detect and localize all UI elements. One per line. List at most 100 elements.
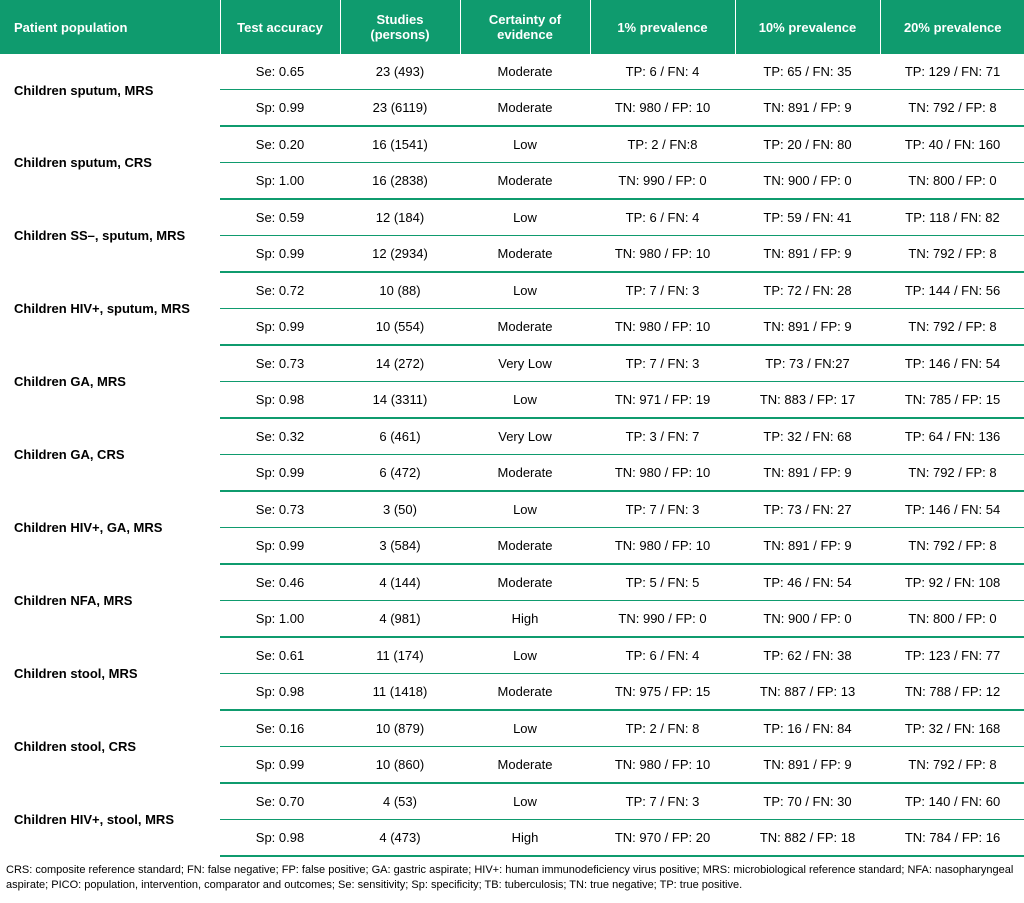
prev1-cell: TN: 975 / FP: 15 bbox=[590, 674, 735, 711]
prev1-cell: TN: 980 / FP: 10 bbox=[590, 90, 735, 127]
col-prev1: 1% prevalence bbox=[590, 0, 735, 54]
col-accuracy: Test accuracy bbox=[220, 0, 340, 54]
accuracy-cell: Se: 0.72 bbox=[220, 272, 340, 309]
studies-cell: 3 (50) bbox=[340, 491, 460, 528]
prev20-cell: TP: 146 / FN: 54 bbox=[880, 345, 1024, 382]
certainty-cell: Moderate bbox=[460, 236, 590, 273]
accuracy-cell: Sp: 0.99 bbox=[220, 309, 340, 346]
studies-cell: 4 (53) bbox=[340, 783, 460, 820]
studies-cell: 3 (584) bbox=[340, 528, 460, 565]
prev20-cell: TP: 146 / FN: 54 bbox=[880, 491, 1024, 528]
prev1-cell: TP: 6 / FN: 4 bbox=[590, 637, 735, 674]
prev10-cell: TP: 70 / FN: 30 bbox=[735, 783, 880, 820]
certainty-cell: Low bbox=[460, 199, 590, 236]
prev10-cell: TP: 16 / FN: 84 bbox=[735, 710, 880, 747]
prev1-cell: TN: 990 / FP: 0 bbox=[590, 601, 735, 638]
table-row: Children HIV+, sputum, MRSSe: 0.7210 (88… bbox=[0, 272, 1024, 309]
studies-cell: 4 (473) bbox=[340, 820, 460, 857]
certainty-cell: Moderate bbox=[460, 564, 590, 601]
prev1-cell: TP: 6 / FN: 4 bbox=[590, 54, 735, 90]
studies-cell: 14 (272) bbox=[340, 345, 460, 382]
prev1-cell: TP: 2 / FN:8 bbox=[590, 126, 735, 163]
prev1-cell: TP: 7 / FN: 3 bbox=[590, 272, 735, 309]
certainty-cell: High bbox=[460, 601, 590, 638]
accuracy-cell: Sp: 0.98 bbox=[220, 674, 340, 711]
prev1-cell: TN: 990 / FP: 0 bbox=[590, 163, 735, 200]
col-studies: Studies (persons) bbox=[340, 0, 460, 54]
table-row: Children NFA, MRSSe: 0.464 (144)Moderate… bbox=[0, 564, 1024, 601]
prev1-cell: TN: 980 / FP: 10 bbox=[590, 236, 735, 273]
header-row: Patient population Test accuracy Studies… bbox=[0, 0, 1024, 54]
studies-cell: 10 (879) bbox=[340, 710, 460, 747]
col-prev20: 20% prevalence bbox=[880, 0, 1024, 54]
prev1-cell: TN: 980 / FP: 10 bbox=[590, 455, 735, 492]
table-row: Children stool, MRSSe: 0.6111 (174)LowTP… bbox=[0, 637, 1024, 674]
prev1-cell: TN: 980 / FP: 10 bbox=[590, 528, 735, 565]
accuracy-cell: Sp: 0.98 bbox=[220, 820, 340, 857]
prev20-cell: TP: 144 / FN: 56 bbox=[880, 272, 1024, 309]
certainty-cell: High bbox=[460, 820, 590, 857]
certainty-cell: Low bbox=[460, 491, 590, 528]
accuracy-cell: Sp: 0.99 bbox=[220, 747, 340, 784]
population-cell: Children SS–, sputum, MRS bbox=[0, 199, 220, 272]
prev10-cell: TN: 891 / FP: 9 bbox=[735, 528, 880, 565]
population-cell: Children HIV+, GA, MRS bbox=[0, 491, 220, 564]
accuracy-cell: Sp: 1.00 bbox=[220, 601, 340, 638]
prev20-cell: TN: 784 / FP: 16 bbox=[880, 820, 1024, 857]
prev20-cell: TN: 792 / FP: 8 bbox=[880, 90, 1024, 127]
prev10-cell: TP: 62 / FN: 38 bbox=[735, 637, 880, 674]
population-cell: Children NFA, MRS bbox=[0, 564, 220, 637]
certainty-cell: Very Low bbox=[460, 418, 590, 455]
prev10-cell: TP: 59 / FN: 41 bbox=[735, 199, 880, 236]
prev10-cell: TN: 882 / FP: 18 bbox=[735, 820, 880, 857]
prev20-cell: TP: 118 / FN: 82 bbox=[880, 199, 1024, 236]
population-cell: Children sputum, MRS bbox=[0, 54, 220, 126]
col-prev10: 10% prevalence bbox=[735, 0, 880, 54]
prev10-cell: TP: 73 / FN: 27 bbox=[735, 491, 880, 528]
prev20-cell: TP: 40 / FN: 160 bbox=[880, 126, 1024, 163]
studies-cell: 4 (144) bbox=[340, 564, 460, 601]
accuracy-cell: Se: 0.73 bbox=[220, 345, 340, 382]
accuracy-cell: Se: 0.16 bbox=[220, 710, 340, 747]
prev10-cell: TN: 891 / FP: 9 bbox=[735, 309, 880, 346]
prev10-cell: TN: 900 / FP: 0 bbox=[735, 601, 880, 638]
population-cell: Children stool, MRS bbox=[0, 637, 220, 710]
studies-cell: 10 (554) bbox=[340, 309, 460, 346]
studies-cell: 12 (184) bbox=[340, 199, 460, 236]
table-row: Children HIV+, stool, MRSSe: 0.704 (53)L… bbox=[0, 783, 1024, 820]
certainty-cell: Low bbox=[460, 783, 590, 820]
prev10-cell: TN: 891 / FP: 9 bbox=[735, 90, 880, 127]
accuracy-cell: Se: 0.20 bbox=[220, 126, 340, 163]
prev1-cell: TP: 6 / FN: 4 bbox=[590, 199, 735, 236]
accuracy-cell: Sp: 0.99 bbox=[220, 90, 340, 127]
prev10-cell: TN: 891 / FP: 9 bbox=[735, 455, 880, 492]
studies-cell: 12 (2934) bbox=[340, 236, 460, 273]
table-row: Children GA, MRSSe: 0.7314 (272)Very Low… bbox=[0, 345, 1024, 382]
prev20-cell: TN: 785 / FP: 15 bbox=[880, 382, 1024, 419]
studies-cell: 23 (6119) bbox=[340, 90, 460, 127]
certainty-cell: Moderate bbox=[460, 674, 590, 711]
studies-cell: 4 (981) bbox=[340, 601, 460, 638]
certainty-cell: Low bbox=[460, 126, 590, 163]
accuracy-cell: Se: 0.61 bbox=[220, 637, 340, 674]
accuracy-table: Patient population Test accuracy Studies… bbox=[0, 0, 1024, 857]
population-cell: Children GA, MRS bbox=[0, 345, 220, 418]
prev10-cell: TP: 65 / FN: 35 bbox=[735, 54, 880, 90]
table-row: Children sputum, MRSSe: 0.6523 (493)Mode… bbox=[0, 54, 1024, 90]
prev20-cell: TP: 32 / FN: 168 bbox=[880, 710, 1024, 747]
population-cell: Children GA, CRS bbox=[0, 418, 220, 491]
accuracy-cell: Sp: 0.99 bbox=[220, 455, 340, 492]
prev1-cell: TN: 970 / FP: 20 bbox=[590, 820, 735, 857]
certainty-cell: Moderate bbox=[460, 90, 590, 127]
prev20-cell: TN: 788 / FP: 12 bbox=[880, 674, 1024, 711]
certainty-cell: Very Low bbox=[460, 345, 590, 382]
certainty-cell: Moderate bbox=[460, 163, 590, 200]
prev20-cell: TP: 92 / FN: 108 bbox=[880, 564, 1024, 601]
prev20-cell: TP: 140 / FN: 60 bbox=[880, 783, 1024, 820]
certainty-cell: Low bbox=[460, 382, 590, 419]
prev10-cell: TP: 32 / FN: 68 bbox=[735, 418, 880, 455]
prev20-cell: TN: 792 / FP: 8 bbox=[880, 309, 1024, 346]
certainty-cell: Moderate bbox=[460, 528, 590, 565]
prev10-cell: TN: 883 / FP: 17 bbox=[735, 382, 880, 419]
prev1-cell: TP: 7 / FN: 3 bbox=[590, 783, 735, 820]
